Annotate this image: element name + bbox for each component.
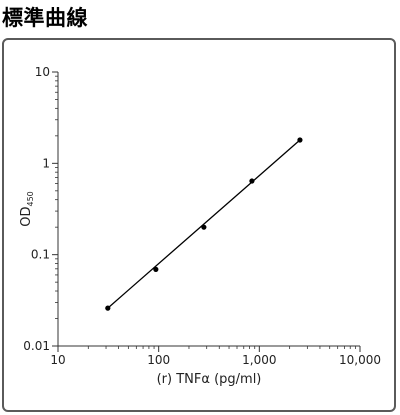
data-point — [105, 305, 111, 311]
x-tick-label: 1,000 — [242, 353, 276, 367]
x-axis-label: (r) TNFα (pg/ml) — [157, 372, 262, 387]
x-tick-label: 100 — [147, 353, 170, 367]
y-tick-label: 10 — [35, 65, 50, 79]
x-tick-label: 10 — [50, 353, 65, 367]
y-axis-label: OD450 — [19, 191, 35, 227]
data-point — [153, 266, 159, 272]
data-point — [249, 178, 255, 184]
chart-panel — [2, 38, 396, 412]
y-tick-label: 0.1 — [31, 248, 50, 262]
y-tick-label: 1 — [42, 156, 50, 170]
data-point — [201, 224, 207, 230]
standard-curve-line — [107, 139, 301, 309]
y-tick-label: 0.01 — [23, 339, 50, 353]
data-point — [297, 137, 303, 143]
chart-title: 標準曲線 — [2, 6, 88, 30]
x-tick-label: 10,000 — [339, 353, 381, 367]
